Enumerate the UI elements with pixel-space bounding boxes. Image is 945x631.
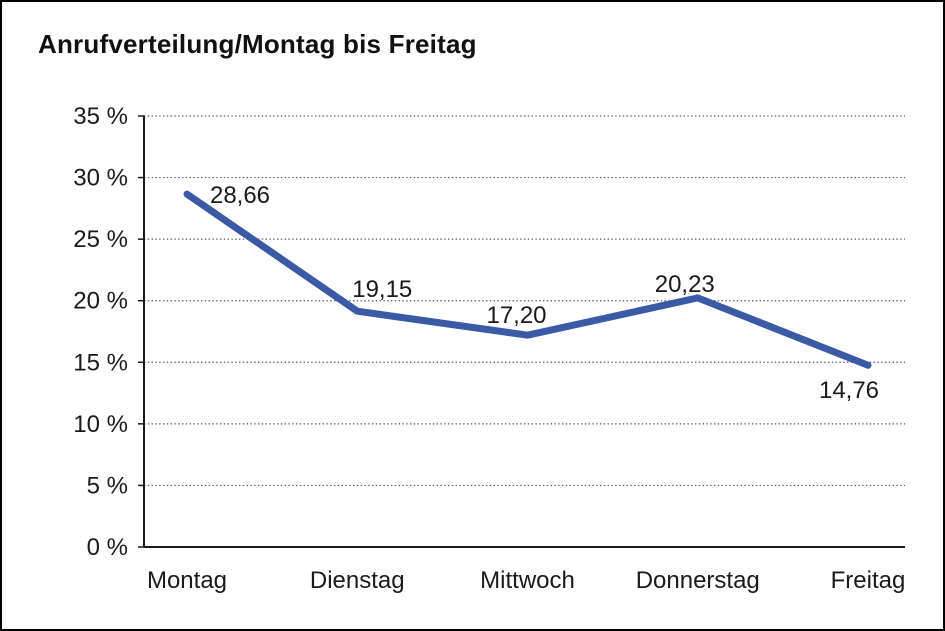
y-axis-label: 5 % xyxy=(87,472,128,499)
x-axis-label: Donnerstag xyxy=(636,567,760,594)
data-label: 19,15 xyxy=(352,276,412,303)
y-axis-label: 25 % xyxy=(73,226,128,253)
chart-title: Anrufverteilung/Montag bis Freitag xyxy=(38,29,477,59)
data-label: 20,23 xyxy=(655,271,715,298)
x-axis-label: Dienstag xyxy=(310,567,405,594)
y-axis-label: 0 % xyxy=(87,534,128,561)
data-label: 28,66 xyxy=(210,182,270,209)
y-axis-label: 10 % xyxy=(73,411,128,438)
data-label: 17,20 xyxy=(486,302,546,329)
y-axis-label: 20 % xyxy=(73,288,128,315)
series-line xyxy=(183,190,872,369)
x-axis-label: Montag xyxy=(147,567,227,594)
y-axis-label: 30 % xyxy=(73,165,128,192)
y-axis-label: 35 % xyxy=(73,103,128,130)
x-axis-label: Freitag xyxy=(831,567,906,594)
y-axis-label: 15 % xyxy=(73,349,128,376)
data-label: 14,76 xyxy=(819,377,879,404)
x-axis-label: Mittwoch xyxy=(480,567,575,594)
